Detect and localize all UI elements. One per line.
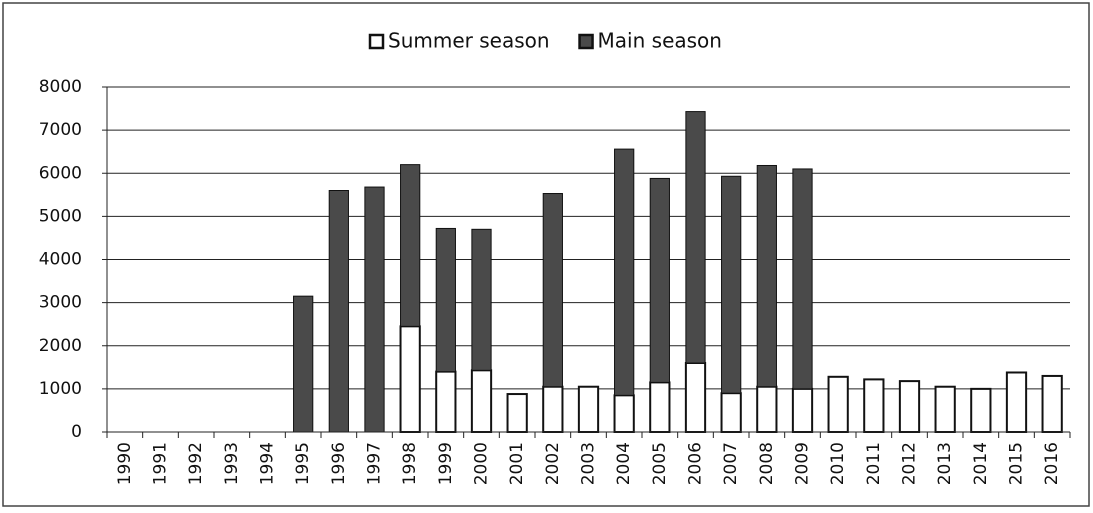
x-tick-label: 2014 bbox=[971, 442, 991, 485]
y-tick-label: 5000 bbox=[39, 206, 82, 226]
bar-segment bbox=[684, 362, 707, 433]
bar-segment bbox=[1041, 374, 1063, 433]
bar-segment bbox=[970, 387, 992, 433]
bar-segment bbox=[293, 295, 314, 433]
x-tick-label: 2008 bbox=[757, 442, 777, 485]
legend-swatch bbox=[368, 33, 385, 50]
x-tick-label: 2004 bbox=[614, 442, 634, 485]
x-tick-label: 2001 bbox=[507, 442, 527, 485]
bar-segment bbox=[328, 190, 349, 433]
bar-segment bbox=[791, 387, 814, 433]
bar-segment bbox=[471, 228, 492, 371]
y-tick-label: 6000 bbox=[39, 163, 82, 183]
x-tick-label: 1997 bbox=[365, 442, 385, 485]
x-tick-label: 1999 bbox=[436, 442, 456, 485]
bar-segment bbox=[613, 394, 635, 433]
bar-segment bbox=[577, 385, 600, 433]
legend-swatch bbox=[578, 33, 594, 50]
x-tick-label: 1990 bbox=[115, 442, 135, 485]
x-tick-label: 2006 bbox=[686, 442, 706, 485]
legend-label: Main season bbox=[598, 29, 722, 53]
bar-segment bbox=[435, 370, 457, 433]
x-tick-label: 2016 bbox=[1042, 442, 1062, 485]
bar-segment bbox=[898, 380, 921, 433]
x-tick-label: 2007 bbox=[721, 442, 741, 485]
x-tick-label: 2010 bbox=[828, 442, 848, 485]
bar-segment bbox=[756, 164, 777, 388]
bar-segment bbox=[685, 111, 706, 364]
x-tick-label: 2013 bbox=[935, 442, 955, 485]
bar-segment bbox=[542, 385, 564, 433]
legend-label: Summer season bbox=[388, 29, 550, 53]
y-tick-label: 0 bbox=[71, 422, 82, 442]
x-tick-label: 2002 bbox=[543, 442, 563, 485]
bar-segment bbox=[721, 175, 742, 394]
y-tick-label: 8000 bbox=[39, 77, 82, 97]
x-tick-label: 1998 bbox=[400, 442, 420, 485]
bar-segment bbox=[1005, 371, 1028, 433]
x-tick-label: 2011 bbox=[864, 442, 884, 485]
bar-segment bbox=[756, 385, 778, 433]
bar-segment bbox=[470, 369, 493, 433]
bar-segment bbox=[614, 148, 635, 396]
x-tick-label: 2005 bbox=[650, 442, 670, 485]
legend: Summer season Main season bbox=[368, 29, 722, 53]
x-tick-label: 2003 bbox=[579, 442, 599, 485]
x-tick-label: 2009 bbox=[793, 442, 813, 485]
bar-segment bbox=[506, 393, 528, 433]
x-tick-label: 1995 bbox=[293, 442, 313, 485]
x-tick-label: 1993 bbox=[222, 442, 242, 485]
bar-segment bbox=[863, 378, 885, 434]
bar-segment bbox=[435, 227, 456, 373]
bar-segment bbox=[720, 392, 742, 433]
x-tick-label: 2012 bbox=[900, 442, 920, 485]
x-tick-label: 2000 bbox=[472, 442, 492, 485]
y-tick-label: 4000 bbox=[39, 250, 82, 270]
x-tick-label: 1996 bbox=[329, 442, 349, 485]
bar-segment bbox=[542, 193, 563, 388]
x-tick-label: 1991 bbox=[151, 442, 171, 485]
bar-segment bbox=[400, 164, 421, 327]
bar-segment bbox=[364, 186, 385, 433]
bar-segment bbox=[792, 168, 813, 390]
y-tick-label: 7000 bbox=[39, 120, 82, 140]
bar-segment bbox=[649, 381, 671, 433]
x-tick-label: 2015 bbox=[1007, 442, 1027, 485]
y-tick-label: 3000 bbox=[39, 293, 82, 313]
bar-segment bbox=[934, 385, 956, 433]
y-tick-label: 2000 bbox=[39, 336, 82, 356]
bar-segment bbox=[399, 325, 421, 433]
bar-segment bbox=[827, 375, 849, 433]
bar-segment bbox=[649, 177, 670, 383]
x-tick-label: 1994 bbox=[258, 442, 278, 485]
x-tick-label: 1992 bbox=[186, 442, 206, 485]
y-tick-label: 1000 bbox=[39, 379, 82, 399]
